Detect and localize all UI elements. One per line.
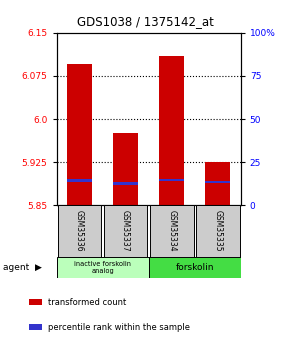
Bar [113, 182, 138, 185]
Bar [159, 56, 184, 205]
Text: transformed count: transformed count [48, 298, 126, 307]
Text: GSM35336: GSM35336 [75, 210, 84, 252]
Bar [67, 65, 92, 205]
Text: GDS1038 / 1375142_at: GDS1038 / 1375142_at [77, 16, 213, 29]
Bar [104, 205, 148, 257]
Bar [57, 257, 148, 278]
Bar [67, 179, 92, 182]
Bar [205, 181, 230, 184]
Text: agent  ▶: agent ▶ [3, 263, 42, 272]
Bar [29, 324, 42, 330]
Bar [29, 299, 42, 305]
Text: GSM35337: GSM35337 [121, 210, 130, 252]
Bar [150, 205, 193, 257]
Bar [113, 134, 138, 205]
Text: GSM35334: GSM35334 [167, 210, 176, 252]
Text: inactive forskolin
analog: inactive forskolin analog [74, 261, 131, 274]
Text: percentile rank within the sample: percentile rank within the sample [48, 323, 190, 332]
Bar [148, 257, 241, 278]
Text: forskolin: forskolin [175, 263, 214, 272]
Text: GSM35335: GSM35335 [213, 210, 222, 252]
Bar [205, 162, 230, 205]
Bar [58, 205, 102, 257]
Bar [159, 179, 184, 181]
Bar [196, 205, 240, 257]
